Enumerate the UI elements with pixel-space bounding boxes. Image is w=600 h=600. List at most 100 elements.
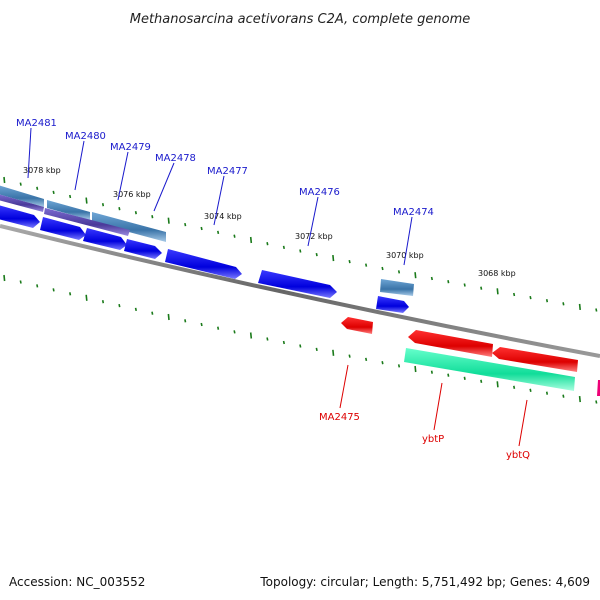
outer-tick-row [3,176,598,312]
cds-reverse-1 [341,317,373,334]
tick-mark [52,288,55,292]
tick-mark [299,249,302,253]
tick-mark [348,354,351,358]
leader-line [433,382,443,431]
cds-forward-4 [124,239,162,259]
tick-mark [381,266,384,271]
cds-forward-6 [258,270,337,298]
tick-mark [496,381,499,388]
tick-mark [282,340,285,345]
tick-mark [595,308,598,312]
tick-mark [266,242,269,246]
leader-line [213,175,225,226]
feature-magenta-edge [597,380,600,396]
tick-mark [529,388,532,392]
gene-label: MA2481 [16,118,57,129]
gene-label: MA2478 [155,153,196,164]
gene-label: MA2476 [299,187,340,198]
tick-mark [184,319,187,323]
kbp-label: 3076 kbp [113,190,151,199]
tick-mark [332,255,335,262]
tick-mark [529,295,532,300]
leader-line [74,140,85,191]
tick-mark [365,357,368,362]
kbp-label: 3072 kbp [295,232,333,241]
tick-mark [513,292,516,297]
tick-mark [463,376,466,380]
tick-mark [36,284,39,288]
cds-forward-3 [83,228,127,250]
tick-mark [167,313,170,321]
tick-mark [151,311,154,315]
gene-label: ybtP [422,434,444,445]
kbp-labels: 3078 kbp 3076 kbp 3074 kbp 3072 kbp 3070… [23,166,516,278]
tick-mark [167,217,170,224]
tick-mark [200,226,203,231]
kbp-label: 3074 kbp [204,212,242,221]
inner-tick-row [3,274,598,404]
feature-purple-2 [44,208,130,236]
tick-mark [332,349,335,356]
tick-mark [36,186,39,190]
kbp-label: 3070 kbp [386,251,424,260]
tick-mark [397,270,401,274]
tick-mark [69,292,72,296]
tick-mark [480,286,483,290]
tick-mark [101,203,105,207]
tick-mark [513,385,516,389]
tick-mark [545,391,549,395]
reverse-gene-label-text: MA2475 ybtP ybtQ [319,412,530,461]
feature-purple-1 [0,194,44,212]
tick-mark [562,302,565,306]
gene-label: ybtQ [506,450,530,461]
tick-mark [134,211,137,215]
tick-mark [480,379,483,383]
tick-mark [562,394,565,398]
kbp-label: 3068 kbp [478,269,516,278]
leader-line [307,196,319,247]
tick-mark [233,330,236,334]
leader-line [403,216,413,266]
tick-mark [69,194,72,199]
gene-label: MA2475 [319,412,360,423]
tick-mark [52,190,55,195]
tick-mark [365,263,368,267]
tick-mark [315,347,318,352]
map-title: Methanosarcina acetivorans C2A, complete… [130,12,471,27]
topology-text: Topology: circular; Length: 5,751,492 bp… [259,575,590,589]
kbp-label: 3078 kbp [23,166,61,175]
tick-mark [3,176,6,184]
tick-mark [85,197,88,204]
gene-label: MA2477 [207,166,248,177]
tick-mark [200,322,203,327]
tick-mark [184,222,187,227]
tick-mark [414,365,417,373]
tick-mark [282,245,285,250]
forward-cds-arrows [0,205,409,313]
reverse-gene-leaders [339,364,528,447]
leader-line [153,162,175,212]
tick-mark [151,215,154,219]
tick-mark [19,280,22,284]
feature-rna-4 [380,279,414,296]
tick-mark [118,303,121,308]
tick-mark [19,182,22,186]
gene-label: MA2474 [393,207,434,218]
cds-reverse-3 [492,347,578,372]
gene-label: MA2480 [65,131,106,142]
accession-text: Accession: NC_003552 [9,575,145,589]
tick-mark [101,300,105,304]
leader-line [518,399,528,447]
forward-gene-label-text: MA2481 MA2480 MA2479 MA2478 MA2477 MA247… [16,118,434,218]
tick-mark [430,370,433,374]
tick-mark [447,373,450,377]
cds-reverse-2 [408,330,493,357]
tick-mark [447,280,450,284]
leader-line [117,151,129,201]
feature-rna-1 [0,185,44,207]
feature-rna-2 [47,200,90,220]
cds-forward-7 [376,296,409,313]
tick-mark [430,276,433,281]
cds-forward-5 [165,249,242,279]
tick-mark [381,361,384,365]
